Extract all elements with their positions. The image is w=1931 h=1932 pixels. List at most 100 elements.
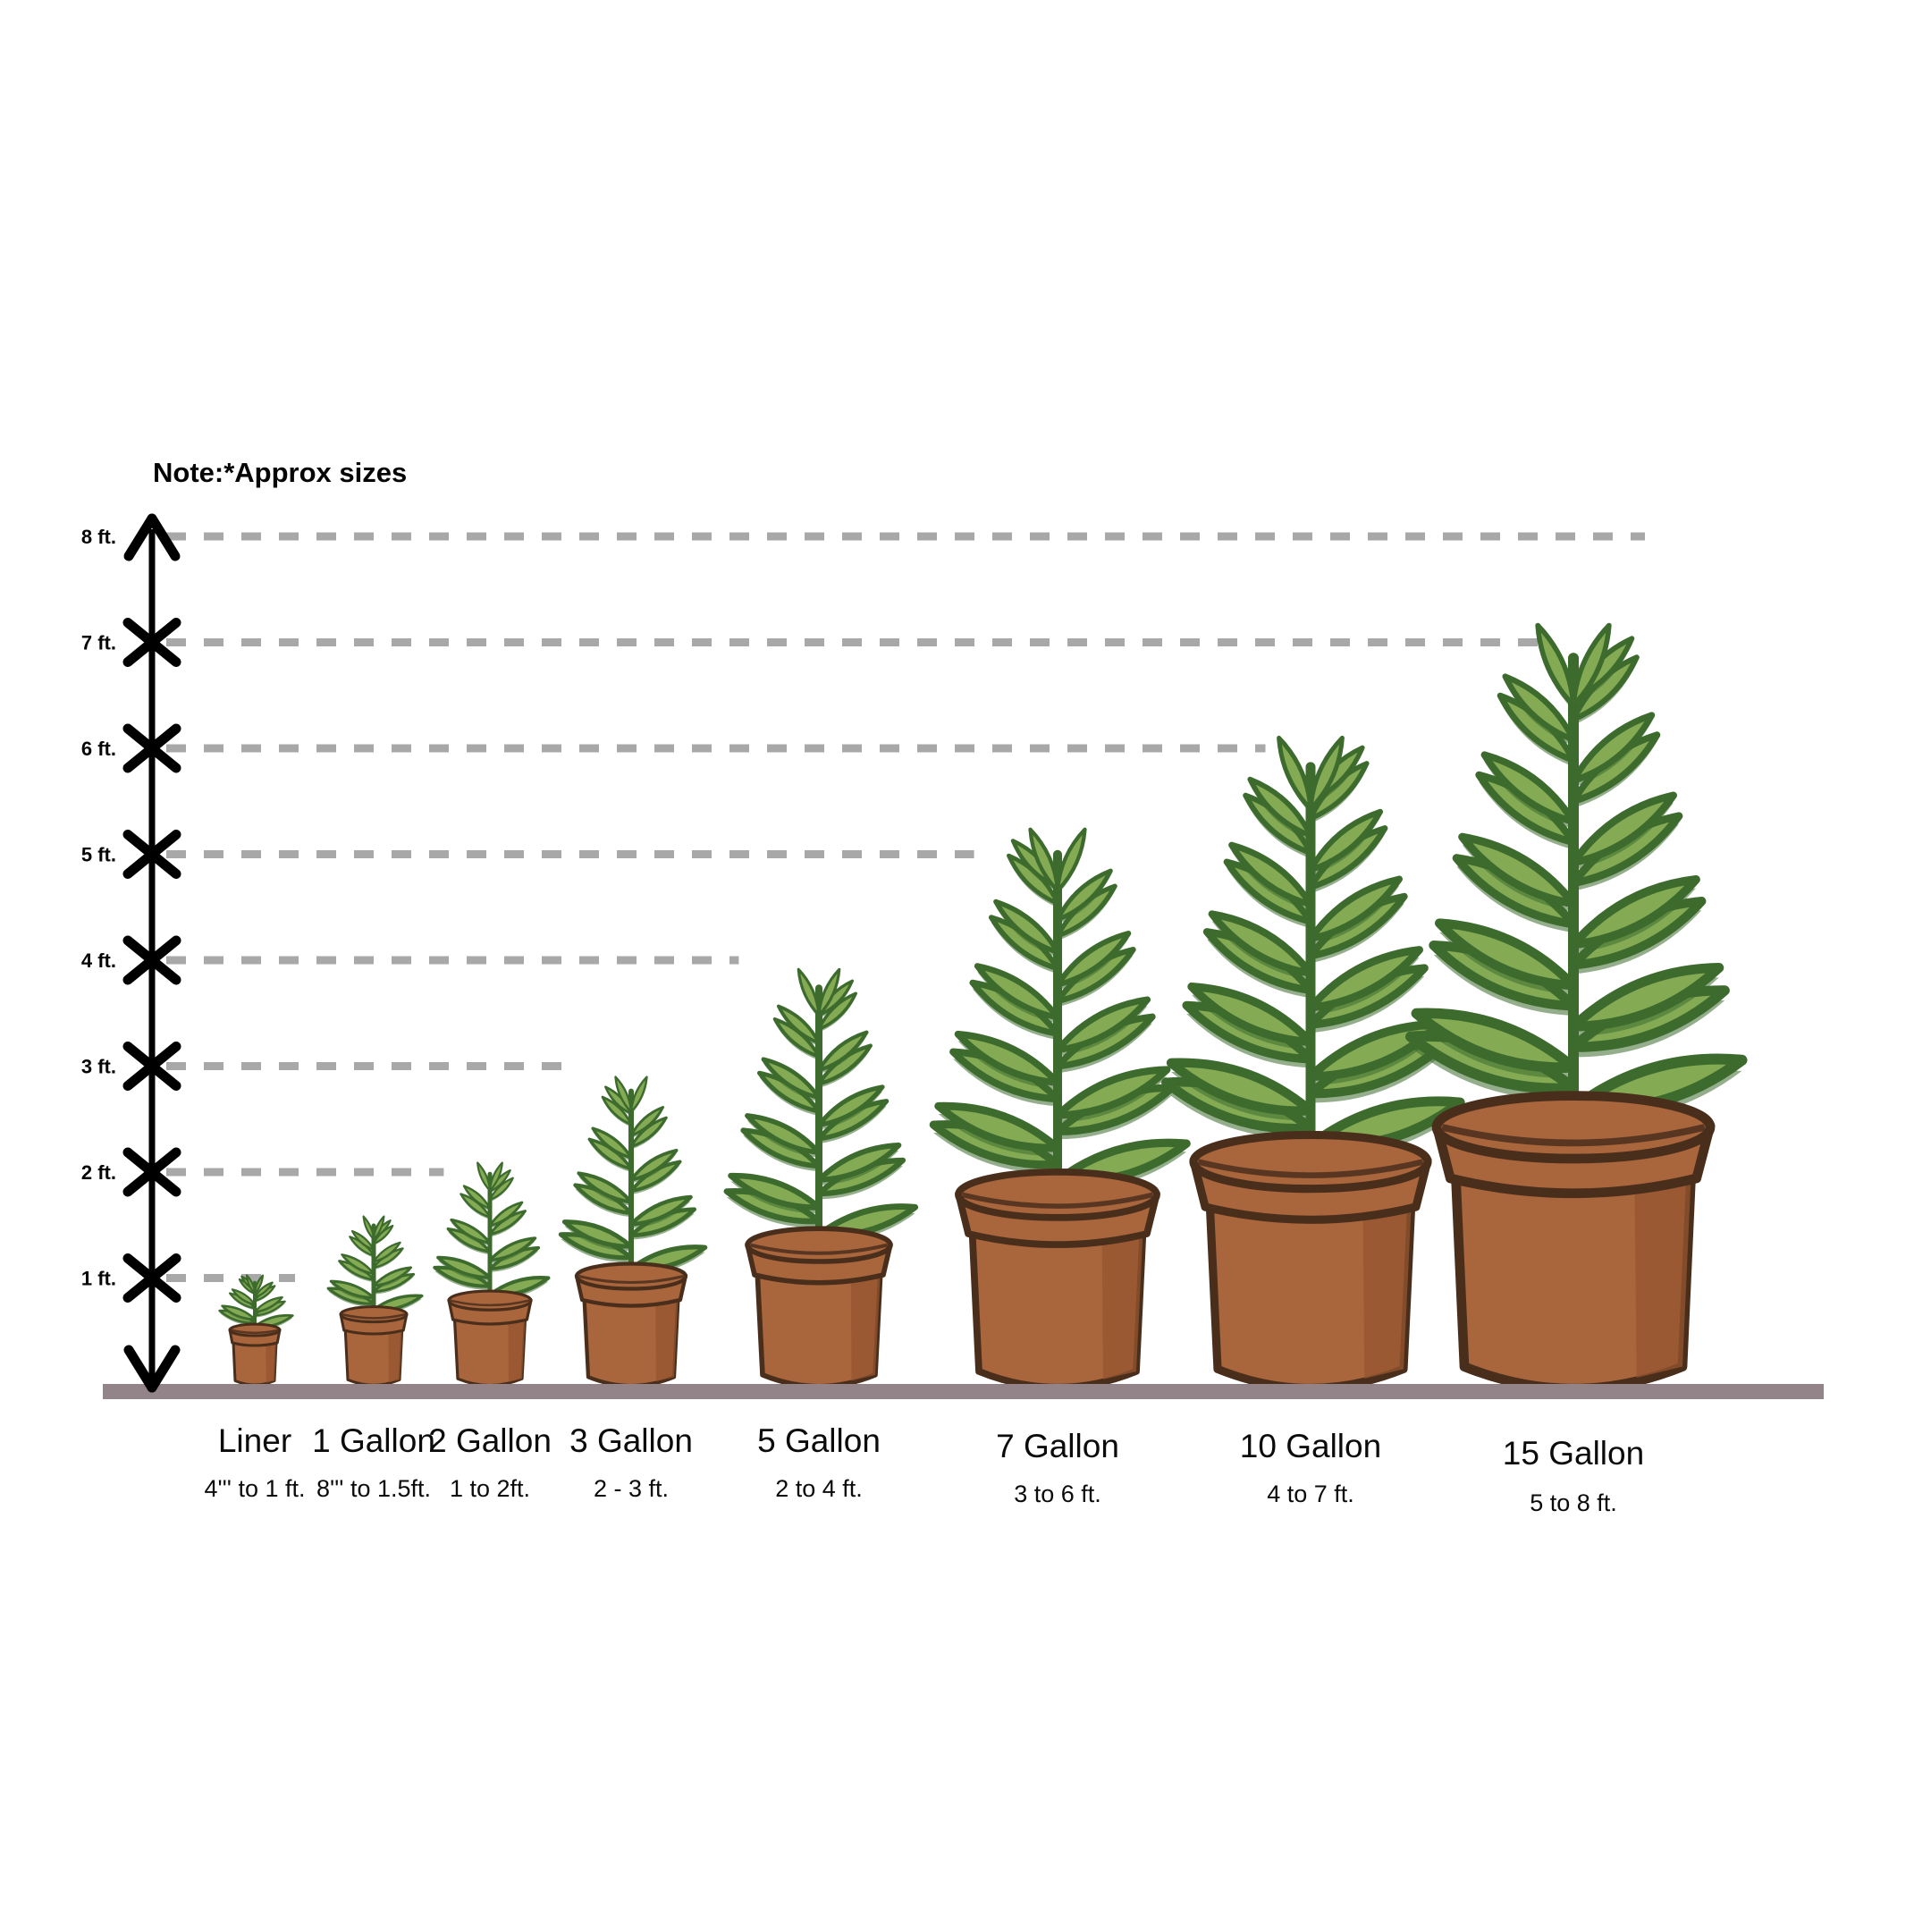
leaf: [772, 1017, 821, 1059]
leaf: [460, 1193, 492, 1219]
axis-tick-5ft: 5 ft.: [81, 844, 116, 866]
leaf: [253, 1295, 283, 1313]
axis-tick-7ft: 7 ft.: [81, 632, 116, 654]
leaf: [1307, 875, 1403, 942]
leaf: [1007, 853, 1060, 906]
pot-rim-inner: [230, 1329, 280, 1335]
pot-rim-top: [1189, 1130, 1432, 1194]
leaf: [1228, 841, 1314, 908]
plant-10-gallon[interactable]: [1161, 735, 1465, 1393]
leaf-tip: [629, 1076, 648, 1114]
size-range-5-gallon: 2 to 4 ft.: [775, 1475, 863, 1502]
leaf: [974, 963, 1061, 1021]
leaf-tip: [1571, 622, 1612, 708]
size-range-3-gallon: 2 - 3 ft.: [594, 1475, 669, 1502]
leaf: [816, 1030, 869, 1073]
pot-rim-top: [447, 1289, 533, 1312]
pot-rim-inner: [342, 1312, 406, 1320]
leaf-tip: [797, 967, 821, 1017]
leaf: [1480, 751, 1577, 826]
height-axis: [122, 513, 181, 1393]
ground-bar: [103, 1384, 1824, 1399]
leaf: [745, 1113, 822, 1155]
leaf: [1568, 963, 1724, 1032]
pot-body-shade: [1101, 1232, 1143, 1379]
plant-Liner[interactable]: [218, 1274, 294, 1387]
leaf: [954, 1030, 1061, 1086]
axis-tick-8ft: 8 ft.: [81, 526, 116, 548]
leaf-tip: [817, 967, 841, 1017]
size-range-10-gallon: 4 to 7 ft.: [1267, 1481, 1354, 1507]
pot-body-shade: [508, 1318, 526, 1382]
leaf: [1208, 910, 1315, 977]
leaf: [816, 1142, 902, 1183]
leaf: [601, 1095, 633, 1126]
size-range-7-gallon: 3 to 6 ft.: [1014, 1481, 1101, 1507]
leaf: [728, 1172, 822, 1211]
pot-body-shade: [1362, 1205, 1412, 1379]
leaf: [561, 1219, 634, 1249]
leaf: [462, 1185, 492, 1210]
leaf-tip: [476, 1161, 492, 1192]
category-label-2-gallon: 2 Gallon: [428, 1422, 552, 1459]
category-label-15-gallon: 15 Gallon: [1503, 1435, 1644, 1472]
pot-rim-top: [745, 1226, 893, 1264]
pot-rim-top: [1431, 1091, 1716, 1164]
category-label-7-gallon: 7 Gallon: [996, 1428, 1119, 1464]
category-label-5-gallon: 5 Gallon: [757, 1422, 881, 1459]
axis-tick-6ft: 6 ft.: [81, 738, 116, 760]
leaf: [1502, 673, 1577, 743]
leaf: [221, 1304, 257, 1320]
plant-1-gallon[interactable]: [326, 1215, 424, 1387]
leaf: [993, 899, 1060, 955]
leaf: [1053, 1066, 1171, 1119]
plants-group: [218, 622, 1748, 1394]
pot-rim-top: [574, 1261, 688, 1291]
leaf: [629, 1148, 679, 1182]
axis-tick-2ft: 2 ft.: [81, 1161, 116, 1184]
leaf: [1054, 930, 1132, 988]
axis-tick-4ft: 4 ft.: [81, 949, 116, 972]
leaf-tip: [362, 1215, 375, 1241]
leaf: [1569, 791, 1677, 867]
leaf: [341, 1253, 375, 1275]
pot-rim-inner: [1441, 1124, 1706, 1147]
leaf-tip: [372, 1215, 385, 1241]
pot-body-shade: [850, 1273, 881, 1381]
leaf: [1458, 832, 1578, 908]
leaf: [231, 1288, 257, 1306]
leaf: [629, 1116, 668, 1149]
leaf: [816, 1084, 885, 1128]
plant-3-gallon[interactable]: [558, 1076, 708, 1388]
plant-5-gallon[interactable]: [723, 967, 919, 1389]
leaf: [1307, 808, 1384, 873]
leaf: [761, 1057, 822, 1101]
plant-15-gallon[interactable]: [1405, 622, 1748, 1394]
leaf: [577, 1171, 634, 1204]
note-text: Note:*Approx sizes: [153, 457, 407, 488]
guide-lines-group: [166, 532, 1645, 1282]
pot-rim-inner: [1197, 1159, 1424, 1178]
category-label-Liner: Liner: [218, 1422, 291, 1459]
size-range-15-gallon: 5 to 8 ft.: [1530, 1489, 1617, 1516]
size-range-1-gallon: 8''' to 1.5ft.: [316, 1475, 431, 1502]
leaf-tip: [1055, 827, 1087, 893]
size-range-2-gallon: 1 to 2ft.: [450, 1475, 530, 1502]
leaf-tip: [245, 1274, 257, 1295]
leaf: [436, 1255, 492, 1279]
leaf-tip: [1277, 735, 1313, 812]
axis-tick-labels: 8 ft. 7 ft. 6 ft. 5 ft. 4 ft. 3 ft. 2 ft. 1 ft.: [81, 526, 116, 1290]
leaf: [1166, 1058, 1316, 1116]
leaf: [488, 1177, 514, 1202]
category-label-1-gallon: 1 Gallon: [312, 1422, 435, 1459]
category-label-10-gallon: 10 Gallon: [1240, 1428, 1381, 1464]
plant-2-gallon[interactable]: [433, 1161, 551, 1388]
leaf-tip: [1308, 735, 1345, 812]
leaf: [1569, 874, 1700, 949]
leaf: [776, 1004, 821, 1045]
leaf: [329, 1279, 375, 1300]
pot-rim-inner: [578, 1275, 684, 1284]
leaf: [372, 1241, 401, 1263]
